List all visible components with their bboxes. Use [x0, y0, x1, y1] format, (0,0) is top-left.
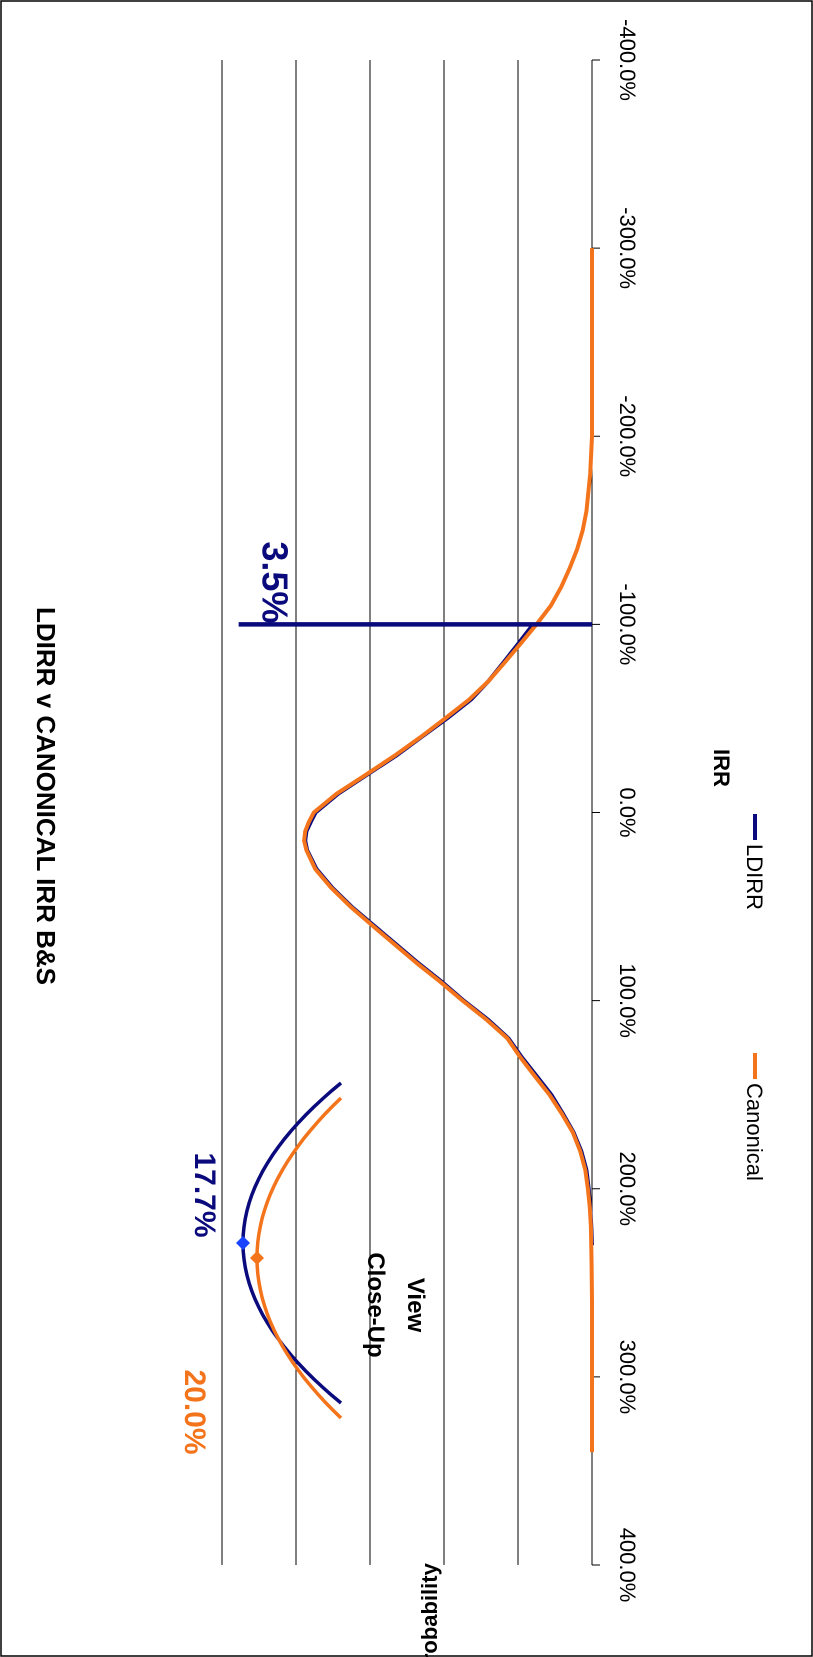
x-axis-label: IRR	[709, 749, 734, 787]
x-tick-label: 200.0%	[615, 1151, 640, 1226]
x-tick-label: -200.0%	[615, 395, 640, 477]
marker-label: 3.5%	[255, 541, 296, 623]
legend: LDIRR Canonical	[742, 814, 767, 1181]
inset-point-ldirr	[236, 1236, 250, 1250]
legend-label-ldirr: LDIRR	[742, 844, 767, 910]
inset-label-canonical: 20.0%	[178, 1369, 211, 1454]
close-up-inset: 17.7% 20.0% Close-Up View	[178, 1081, 429, 1455]
series-lines	[302, 248, 594, 1453]
x-tick-label: -100.0%	[615, 583, 640, 665]
legend-label-canonical: Canonical	[742, 1083, 767, 1181]
chart-title: LDIRR v CANONICAL IRR B&S	[31, 607, 61, 985]
series-line-canonical	[302, 248, 594, 1453]
inset-title-line1: Close-Up	[362, 1252, 389, 1357]
x-tick-label: 100.0%	[615, 963, 640, 1038]
rotated-chart-group: -400.0% -300.0% -200.0% -100.0% 0.0% 100.0% 20…	[31, 19, 767, 1657]
vertical-marker: 3.5%	[238, 541, 592, 627]
inset-point-canonical	[250, 1251, 264, 1265]
inset-title-line2: View	[402, 1278, 429, 1333]
y-axis-label: Probability	[417, 1562, 442, 1657]
x-tick-label: -300.0%	[615, 207, 640, 289]
x-axis-ticks: -400.0% -300.0% -200.0% -100.0% 0.0% 100.0% 20…	[592, 19, 640, 1602]
x-tick-label: -400.0%	[615, 19, 640, 101]
gridlines	[221, 60, 519, 1565]
x-tick-label: 400.0%	[615, 1528, 640, 1603]
inset-label-ldirr: 17.7%	[188, 1152, 221, 1237]
x-tick-label: 300.0%	[615, 1340, 640, 1415]
x-tick-label: 0.0%	[615, 787, 640, 837]
